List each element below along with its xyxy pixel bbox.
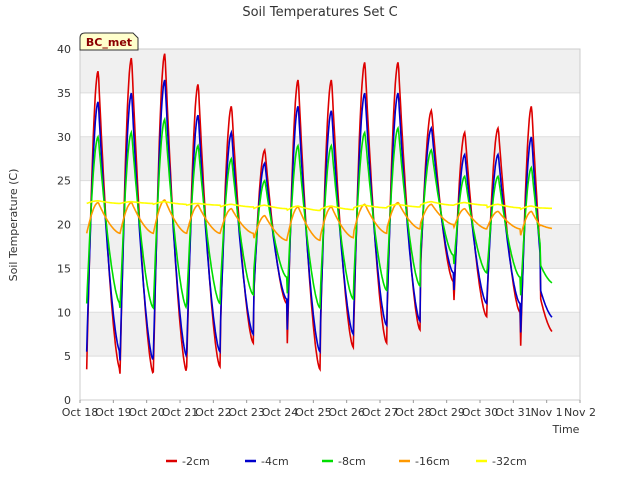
plot-frame — [79, 48, 581, 401]
x-tick-label: Oct 23 — [228, 406, 265, 419]
x-tick-label: Nov 1 — [531, 406, 563, 419]
plot-band — [80, 136, 580, 181]
y-tick-label: 20 — [57, 219, 71, 232]
legend-label: -8cm — [338, 455, 366, 468]
legend-label: -2cm — [182, 455, 210, 468]
y-tick-label: 5 — [64, 350, 71, 363]
x-tick-label: Oct 20 — [128, 406, 165, 419]
y-tick-label: 40 — [57, 43, 71, 56]
y-tick-label: 25 — [57, 175, 71, 188]
x-tick-label: Oct 19 — [95, 406, 132, 419]
x-tick-label: Oct 18 — [62, 406, 99, 419]
x-tick-label: Oct 29 — [428, 406, 465, 419]
x-tick-label: Oct 27 — [362, 406, 399, 419]
station-badge: BC_met — [79, 32, 139, 51]
x-tick-label: Oct 28 — [395, 406, 432, 419]
series-lines — [85, 53, 553, 375]
plot-band — [80, 268, 580, 313]
y-tick-label: 0 — [64, 394, 71, 407]
station-badge-box — [79, 32, 139, 51]
x-axis-title: Time — [552, 423, 580, 436]
series-line — [86, 200, 552, 212]
x-tick-label: Nov 2 — [564, 406, 596, 419]
station-badge-label: BC_met — [86, 36, 132, 49]
x-tick-label: Oct 24 — [262, 406, 299, 419]
series-line — [85, 199, 553, 242]
x-tick-label: Oct 30 — [462, 406, 499, 419]
legend-label: -32cm — [492, 455, 527, 468]
y-axis-ticks: 0 5 10 15 20 25 30 35 40 — [57, 43, 71, 407]
legend: -2cm -4cm -8cm -16cm -32cm — [166, 455, 527, 468]
y-tick-label: 15 — [57, 262, 71, 275]
x-tick-label: Oct 26 — [328, 406, 365, 419]
x-tick-label: Oct 31 — [495, 406, 532, 419]
x-tick-label: Oct 25 — [295, 406, 332, 419]
legend-label: -4cm — [261, 455, 289, 468]
y-tick-label: 30 — [57, 131, 71, 144]
x-tick-label: Oct 21 — [162, 406, 199, 419]
plot-band — [80, 356, 580, 400]
series-line — [85, 116, 553, 310]
plot-band — [80, 312, 580, 357]
y-axis-title: Soil Temperature (C) — [7, 169, 20, 282]
series-line — [85, 79, 553, 361]
y-tick-label: 35 — [57, 87, 71, 100]
legend-label: -16cm — [415, 455, 450, 468]
x-tick-label: Oct 22 — [195, 406, 232, 419]
chart-title: Soil Temperatures Set C — [242, 5, 397, 20]
plot-band — [80, 224, 580, 269]
y-tick-label: 10 — [57, 306, 71, 319]
